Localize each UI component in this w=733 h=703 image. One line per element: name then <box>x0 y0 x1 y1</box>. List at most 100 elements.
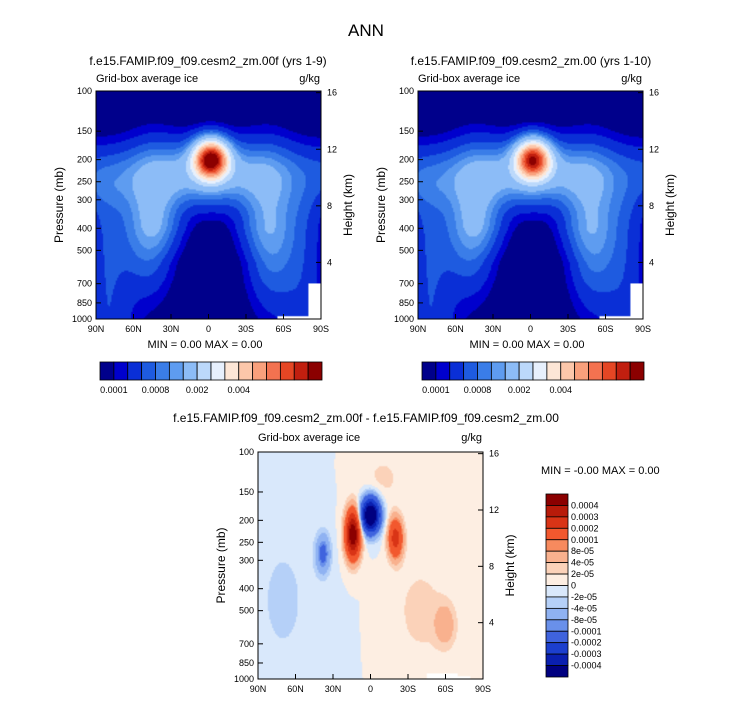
contour-image <box>96 91 321 319</box>
colorbar-label: -8e-05 <box>571 615 597 625</box>
x-tick-label: 0 <box>528 324 533 334</box>
colorbar-swatch <box>545 505 569 518</box>
colorbar-swatch <box>545 619 569 632</box>
colorbar-swatch <box>545 516 569 529</box>
colorbar-swatch <box>545 630 569 644</box>
y-axis-title: Pressure (mb) <box>214 527 228 603</box>
colorbar-swatch <box>113 361 129 381</box>
y-right-axis-title: Height (km) <box>503 534 517 596</box>
x-tick-label: 60S <box>597 324 613 334</box>
colorbar-swatch <box>141 361 156 381</box>
colorbar-swatch <box>490 361 506 381</box>
y-tick-label: 400 <box>77 223 92 233</box>
y-right-tick-label: 4 <box>327 257 332 267</box>
y-tick-label: 250 <box>399 177 414 187</box>
y-tick-label: 500 <box>399 245 414 255</box>
colorbar-label: 4e-05 <box>571 558 594 568</box>
colorbar-label: 0.0003 <box>571 512 599 522</box>
y-tick-label: 700 <box>77 279 92 289</box>
colorbar-swatch <box>545 550 569 564</box>
y-right-axis-title: Height (km) <box>663 174 677 236</box>
panel-top-left: f.e15.FAMIP.f09_f09.cesm2_zm.00f (yrs 1-… <box>52 54 355 395</box>
colorbar-swatch <box>545 527 569 541</box>
colorbar-swatch <box>155 361 170 381</box>
y-tick-label: 500 <box>77 245 92 255</box>
y-right-tick-label: 16 <box>649 88 659 98</box>
x-tick-label: 0 <box>368 684 373 694</box>
x-tick-label: 90N <box>88 324 105 334</box>
x-tick-label: 90S <box>635 324 651 334</box>
colorbar-swatch <box>307 361 323 381</box>
colorbar-swatch <box>546 361 562 381</box>
y-axis-title: Pressure (mb) <box>52 167 66 243</box>
y-axis-title: Pressure (mb) <box>374 167 388 243</box>
axes: 90N 60N 30N 0 30S 60S 90S 100 150 200 250 300 400 500… <box>374 86 677 334</box>
colorbar-swatch <box>463 361 478 381</box>
contour-field <box>417 90 644 320</box>
x-tick-label: 30S <box>238 324 254 334</box>
y-tick-label: 1000 <box>394 314 414 324</box>
y-tick-label: 200 <box>239 515 254 525</box>
x-tick-label: 30S <box>560 324 576 334</box>
colorbar-swatch <box>279 361 295 381</box>
colorbar-swatch <box>210 361 226 381</box>
figure-title: ANN <box>348 21 384 40</box>
colorbar-label: 0.0008 <box>142 385 170 395</box>
y-tick-label: 150 <box>77 126 92 136</box>
colorbar-label: 0.004 <box>549 385 572 395</box>
panel-subtitle: Grid-box average ice <box>418 73 520 85</box>
y-tick-label: 150 <box>239 487 254 497</box>
colorbar-label: 0 <box>571 581 576 591</box>
colorbar-swatch <box>196 361 212 381</box>
colorbar-label: 0.0002 <box>571 523 599 533</box>
x-tick-label: 60N <box>287 684 304 694</box>
colorbar-label: -4e-05 <box>571 603 597 613</box>
y-tick-label: 700 <box>399 279 414 289</box>
colorbar-swatch <box>545 653 569 666</box>
y-tick-label: 400 <box>399 223 414 233</box>
colorbar-swatch <box>238 361 254 381</box>
x-tick-label: 30N <box>485 324 502 334</box>
colorbar-swatch <box>545 642 569 655</box>
colorbar-label: 0.004 <box>227 385 250 395</box>
y-tick-label: 850 <box>77 298 92 308</box>
panel-subtitle: Grid-box average ice <box>258 432 360 444</box>
x-tick-label: 30S <box>400 684 416 694</box>
y-tick-label: 500 <box>239 606 254 616</box>
x-tick-label: 60N <box>125 324 142 334</box>
x-tick-label: 60S <box>275 324 291 334</box>
colorbar-label: -0.0001 <box>571 626 602 636</box>
y-right-tick-label: 8 <box>649 201 654 211</box>
colorbar-swatch <box>182 361 198 381</box>
colorbar-label: 0.0001 <box>571 535 599 545</box>
units-label: g/kg <box>621 73 642 85</box>
colorbar-swatch <box>545 493 569 506</box>
units-label: g/kg <box>461 432 482 444</box>
colorbar-swatch <box>560 361 576 381</box>
colorbar-swatch <box>545 573 569 586</box>
y-tick-label: 850 <box>239 658 254 668</box>
colorbar-swatch <box>532 361 548 381</box>
y-right-tick-label: 8 <box>327 201 332 211</box>
colorbar-swatch <box>168 361 184 381</box>
colorbar-label: 0.0004 <box>571 500 599 510</box>
colorbar-swatch <box>601 361 617 381</box>
colorbar-swatch <box>615 361 631 381</box>
colorbar-swatch <box>545 665 569 678</box>
y-right-tick-label: 12 <box>327 144 337 154</box>
x-tick-label: 90S <box>475 684 491 694</box>
panel-subtitle: Grid-box average ice <box>96 73 198 85</box>
y-right-tick-label: 4 <box>649 257 654 267</box>
colorbar-label: -0.0003 <box>571 649 602 659</box>
x-tick-label: 60N <box>447 324 464 334</box>
stats-text: MIN = 0.00 MAX = 0.00 <box>470 339 585 351</box>
y-tick-label: 300 <box>239 555 254 565</box>
colorbar-label: 0.0008 <box>464 385 492 395</box>
y-tick-label: 300 <box>399 195 414 205</box>
x-tick-label: 90S <box>313 324 329 334</box>
y-tick-label: 150 <box>399 126 414 136</box>
axes: 90N 60N 30N 0 30S 60S 90S 100 150 200 250 300 400 500… <box>214 447 517 694</box>
colorbar-label: -0.0004 <box>571 661 602 671</box>
